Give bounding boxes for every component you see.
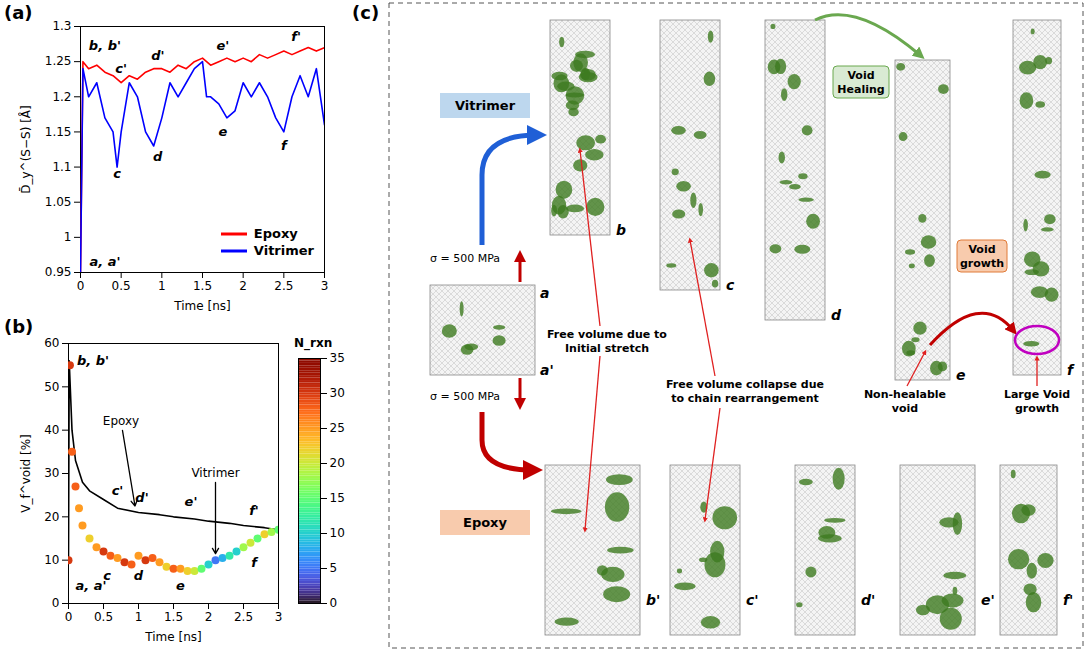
svg-text:void: void xyxy=(892,402,918,415)
svg-text:Initial stretch: Initial stretch xyxy=(565,342,649,355)
svg-text:a, a': a, a' xyxy=(89,254,120,269)
svg-text:f': f' xyxy=(1063,592,1073,608)
svg-text:2.5: 2.5 xyxy=(274,279,293,293)
svg-text:0: 0 xyxy=(52,596,60,610)
svg-text:50: 50 xyxy=(44,380,59,394)
html-text:N_rxn: N_rxn xyxy=(294,336,333,350)
svg-text:60: 60 xyxy=(44,336,59,350)
svg-text:a: a xyxy=(540,285,549,301)
svg-text:Epoxy: Epoxy xyxy=(463,515,508,530)
svg-text:f: f xyxy=(281,138,289,153)
svg-text:to chain rearrangement: to chain rearrangement xyxy=(671,392,819,405)
svg-text:40: 40 xyxy=(44,423,59,437)
svg-text:1.5: 1.5 xyxy=(164,610,183,624)
svg-text:1.05: 1.05 xyxy=(45,195,72,209)
svg-text:1: 1 xyxy=(135,610,143,624)
svg-text:15: 15 xyxy=(330,491,345,505)
svg-text:c': c' xyxy=(112,483,124,498)
svg-text:f: f xyxy=(251,554,259,569)
svg-text:0: 0 xyxy=(77,279,85,293)
svg-text:a': a' xyxy=(540,362,554,378)
svg-text:1: 1 xyxy=(64,230,72,244)
svg-text:Non-healable: Non-healable xyxy=(864,388,946,401)
html-text:(c): (c) xyxy=(352,2,380,23)
svg-text:Free volume collapse due: Free volume collapse due xyxy=(666,378,824,391)
svg-text:1.2: 1.2 xyxy=(52,90,71,104)
svg-text:20: 20 xyxy=(44,510,59,524)
svg-text:Void: Void xyxy=(847,69,874,82)
svg-text:30: 30 xyxy=(330,386,345,400)
svg-text:0: 0 xyxy=(65,610,73,624)
svg-text:e': e' xyxy=(981,592,995,608)
svg-text:Vitrimer: Vitrimer xyxy=(455,98,516,113)
svg-text:growth: growth xyxy=(1015,402,1059,415)
svg-text:e: e xyxy=(956,367,966,383)
svg-text:3: 3 xyxy=(321,279,329,293)
svg-text:2: 2 xyxy=(205,610,213,624)
svg-text:d': d' xyxy=(135,489,148,504)
svg-text:2.5: 2.5 xyxy=(234,610,253,624)
svg-text:0: 0 xyxy=(330,596,338,610)
svg-text:Void: Void xyxy=(968,243,995,256)
svg-text:35: 35 xyxy=(330,351,345,365)
html-text:Epoxy: Epoxy xyxy=(253,226,298,241)
svg-text:c': c' xyxy=(115,61,127,76)
svg-text:d': d' xyxy=(151,48,164,63)
svg-text:f: f xyxy=(1067,362,1075,378)
svg-text:2: 2 xyxy=(239,279,247,293)
svg-text:Large Void: Large Void xyxy=(1004,388,1070,401)
svg-text:Free volume due to: Free volume due to xyxy=(547,328,667,341)
html-text:(a): (a) xyxy=(4,2,33,23)
svg-text:5: 5 xyxy=(330,561,338,575)
svg-text:b: b xyxy=(616,222,626,238)
svg-text:V_f^void [%]: V_f^void [%] xyxy=(19,434,33,512)
svg-text:a, a': a, a' xyxy=(75,578,106,593)
html-text:(b): (b) xyxy=(4,316,34,337)
svg-text:e': e' xyxy=(185,494,198,509)
svg-text:Healing: Healing xyxy=(837,83,884,96)
svg-text:e: e xyxy=(176,578,185,593)
svg-text:25: 25 xyxy=(330,421,345,435)
svg-text:1: 1 xyxy=(158,279,166,293)
svg-text:d: d xyxy=(153,149,163,164)
svg-text:σ = 500 MPa: σ = 500 MPa xyxy=(430,390,500,403)
svg-text:D̄_y^(S−S) [Å]: D̄_y^(S−S) [Å] xyxy=(18,105,33,193)
svg-text:growth: growth xyxy=(960,257,1004,270)
svg-text:Epoxy: Epoxy xyxy=(103,414,139,428)
svg-text:b, b': b, b' xyxy=(77,353,109,368)
svg-text:d: d xyxy=(134,567,144,582)
svg-text:c': c' xyxy=(746,592,759,608)
svg-text:1.15: 1.15 xyxy=(45,125,72,139)
svg-text:f': f' xyxy=(291,29,301,44)
svg-text:1.25: 1.25 xyxy=(45,54,72,68)
svg-text:Time [ns]: Time [ns] xyxy=(144,630,201,644)
svg-text:3: 3 xyxy=(275,610,283,624)
svg-text:Vitrimer: Vitrimer xyxy=(191,466,239,480)
svg-text:20: 20 xyxy=(330,456,345,470)
svg-text:d': d' xyxy=(861,592,875,608)
svg-text:1.1: 1.1 xyxy=(52,160,71,174)
html-text:Vitrimer: Vitrimer xyxy=(253,243,314,258)
svg-text:d: d xyxy=(831,307,842,323)
svg-text:30: 30 xyxy=(44,466,59,480)
svg-text:σ = 500 MPa: σ = 500 MPa xyxy=(430,252,500,265)
svg-text:10: 10 xyxy=(44,553,59,567)
svg-text:c: c xyxy=(726,277,735,293)
svg-text:1.5: 1.5 xyxy=(193,279,212,293)
svg-text:e': e' xyxy=(216,38,229,53)
svg-text:0.5: 0.5 xyxy=(94,610,113,624)
svg-text:1.3: 1.3 xyxy=(52,19,71,33)
svg-text:b, b': b, b' xyxy=(89,38,121,53)
svg-text:e: e xyxy=(218,124,227,139)
svg-text:c: c xyxy=(103,567,111,582)
svg-text:c: c xyxy=(113,166,121,181)
svg-text:0.95: 0.95 xyxy=(45,265,72,279)
svg-text:f': f' xyxy=(249,502,259,517)
svg-text:b': b' xyxy=(646,592,660,608)
svg-text:0.5: 0.5 xyxy=(112,279,131,293)
svg-text:10: 10 xyxy=(330,526,345,540)
svg-text:Time [ns]: Time [ns] xyxy=(173,299,230,313)
